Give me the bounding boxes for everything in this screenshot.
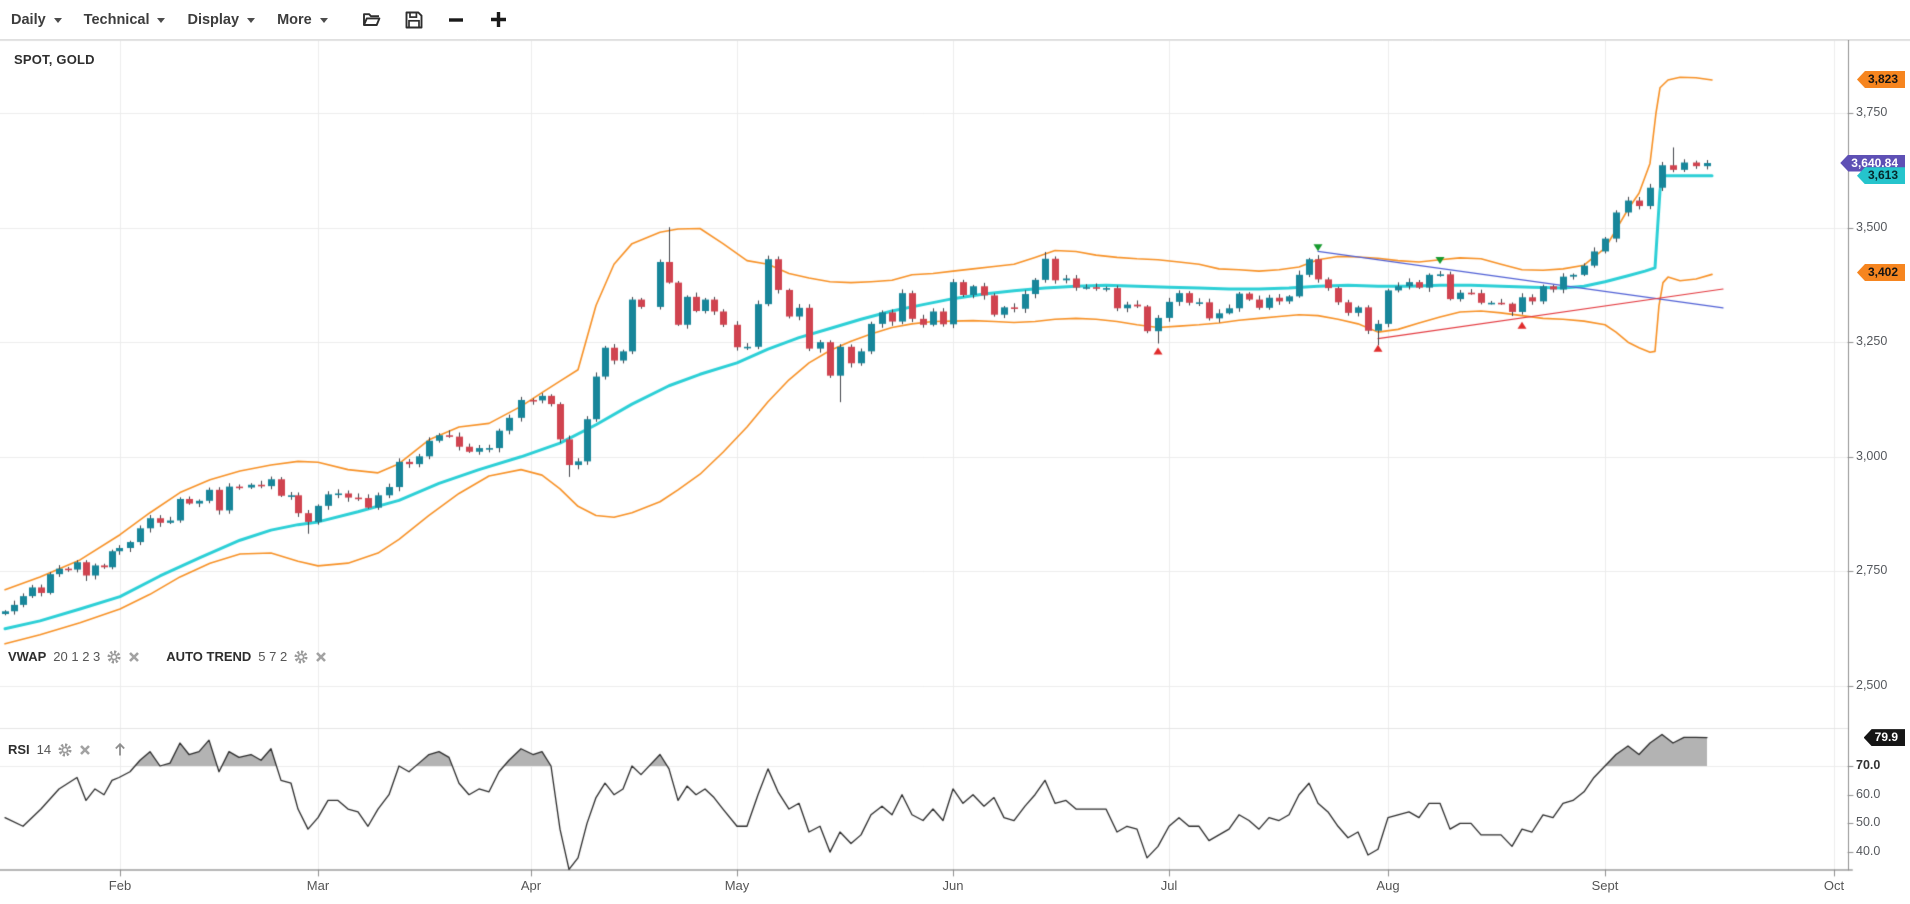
display-menu[interactable]: Display — [187, 11, 256, 28]
rsi-indicator-label: RSI — [8, 742, 30, 757]
price-tick-label: 2,500 — [1856, 678, 1888, 692]
month-label: Apr — [520, 878, 542, 893]
month-label: Oct — [1823, 878, 1845, 893]
month-label: Mar — [306, 878, 330, 893]
rsi-tick-label: 60.0 — [1856, 786, 1881, 801]
technical-menu-label: Technical — [83, 11, 150, 28]
chevron-down-icon — [157, 18, 166, 23]
zoom-out-button[interactable] — [447, 11, 465, 29]
auto-trend-settings-button[interactable] — [294, 650, 308, 664]
timeframe-menu[interactable]: Daily — [11, 12, 62, 28]
zoom-in-button[interactable] — [489, 10, 508, 29]
vwap-indicator-params: 20 1 2 3 — [53, 649, 101, 664]
rsi-indicator-params: 14 — [36, 742, 52, 757]
rsi-indicator-row: RSI 14 — [8, 742, 127, 757]
chevron-down-icon — [53, 18, 62, 23]
last-price-badge: 3,640.84 — [1840, 154, 1905, 172]
toolbar: Daily Technical Display More — [0, 0, 1910, 40]
auto-trend-indicator-params: 5 7 2 — [258, 649, 288, 664]
timeframe-menu-label: Daily — [11, 11, 46, 28]
month-label: Jun — [942, 878, 964, 893]
rsi-tick-label: 70.0 — [1856, 758, 1881, 772]
rsi-value-badge: 79.9 — [1863, 729, 1905, 747]
auto-trend-remove-button[interactable] — [315, 651, 327, 663]
more-menu[interactable]: More — [277, 12, 328, 28]
display-menu-label: Display — [187, 11, 240, 28]
month-label: May — [724, 878, 750, 893]
price-tick-label: 3,000 — [1856, 448, 1888, 463]
vwap-price-badge: 3,613 — [1856, 167, 1905, 185]
more-menu-label: More — [277, 11, 312, 28]
close-icon — [129, 651, 140, 662]
vwap-indicator-label: VWAP — [8, 649, 47, 664]
rsi-settings-button[interactable] — [58, 743, 72, 757]
price-tick-label: 3,750 — [1856, 105, 1888, 119]
open-chart-button[interactable] — [362, 11, 381, 28]
zoom-out-minus-icon — [448, 17, 463, 22]
auto-trend-indicator-label: AUTO TREND — [166, 649, 252, 664]
price-tick-label: 3,250 — [1856, 334, 1888, 349]
close-icon — [80, 744, 91, 755]
chevron-down-icon — [247, 18, 256, 23]
symbol-label: SPOT, GOLD — [14, 52, 95, 67]
move-panel-up-button[interactable] — [113, 742, 127, 757]
save-chart-button[interactable] — [405, 11, 423, 29]
overlay-indicator-row: VWAP 20 1 2 3 AUTO TREND 5 7 2 — [8, 649, 327, 664]
month-label: Sept — [1591, 878, 1619, 893]
gear-icon — [58, 743, 72, 756]
gear-icon — [294, 650, 308, 663]
rsi-tick-label: 40.0 — [1856, 844, 1881, 859]
vwap-remove-button[interactable] — [128, 651, 140, 663]
chevron-down-icon — [319, 18, 328, 23]
open-folder-icon — [362, 13, 381, 26]
month-label: Aug — [1376, 878, 1400, 893]
band-upper-price-badge: 3,823 — [1856, 71, 1905, 89]
arrow-up-icon — [115, 742, 125, 756]
vwap-settings-button[interactable] — [107, 650, 121, 664]
save-icon — [405, 11, 423, 28]
month-label: Jul — [1160, 878, 1178, 893]
close-icon — [316, 651, 327, 662]
zoom-in-plus-icon — [490, 12, 506, 27]
gear-icon — [107, 650, 121, 663]
price-tick-label: 3,500 — [1856, 219, 1888, 234]
band-lower-price-badge: 3,402 — [1856, 264, 1905, 282]
technical-menu[interactable]: Technical — [84, 12, 166, 28]
month-label: Feb — [108, 878, 132, 893]
price-tick-label: 2,750 — [1856, 563, 1888, 578]
rsi-tick-label: 50.0 — [1856, 815, 1881, 830]
rsi-remove-button[interactable] — [79, 744, 91, 756]
